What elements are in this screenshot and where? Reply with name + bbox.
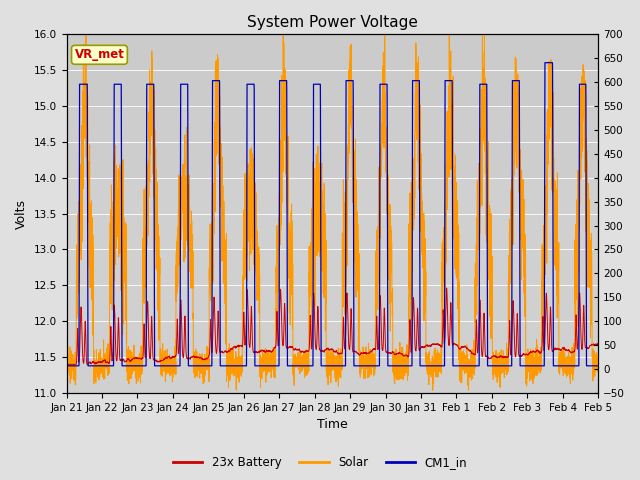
Solar [504,278,512,284]
23x Battery [595,340,602,346]
Solar [479,86,486,92]
CM1_in [381,81,388,87]
Solar [595,363,602,369]
23x Battery [173,336,180,342]
Title: System Power Voltage: System Power Voltage [247,15,418,30]
Text: VR_met: VR_met [74,48,124,61]
23x Battery [443,285,451,291]
Line: Solar: Solar [67,34,598,390]
CM1_in [352,363,360,369]
X-axis label: Time: Time [317,419,348,432]
Solar [173,261,180,266]
23x Battery [381,305,388,311]
CM1_in [595,363,602,369]
23x Battery [478,353,486,359]
Line: 23x Battery: 23x Battery [67,288,598,364]
Solar [279,31,287,37]
Line: CM1_in: CM1_in [67,63,598,366]
CM1_in [518,363,525,369]
CM1_in [478,81,486,87]
23x Battery [63,361,70,367]
CM1_in [173,363,180,369]
CM1_in [541,60,548,66]
Y-axis label: Volts: Volts [15,199,28,228]
23x Battery [518,353,526,359]
Solar [518,231,526,237]
CM1_in [63,363,70,369]
Solar [63,365,70,371]
Solar [381,76,388,82]
23x Battery [352,349,360,355]
CM1_in [504,363,512,369]
Bar [67,34,598,106]
Solar [352,294,360,300]
Legend: 23x Battery, Solar, CM1_in: 23x Battery, Solar, CM1_in [168,452,472,474]
Solar [429,387,436,393]
Bar [67,106,598,178]
23x Battery [504,354,512,360]
